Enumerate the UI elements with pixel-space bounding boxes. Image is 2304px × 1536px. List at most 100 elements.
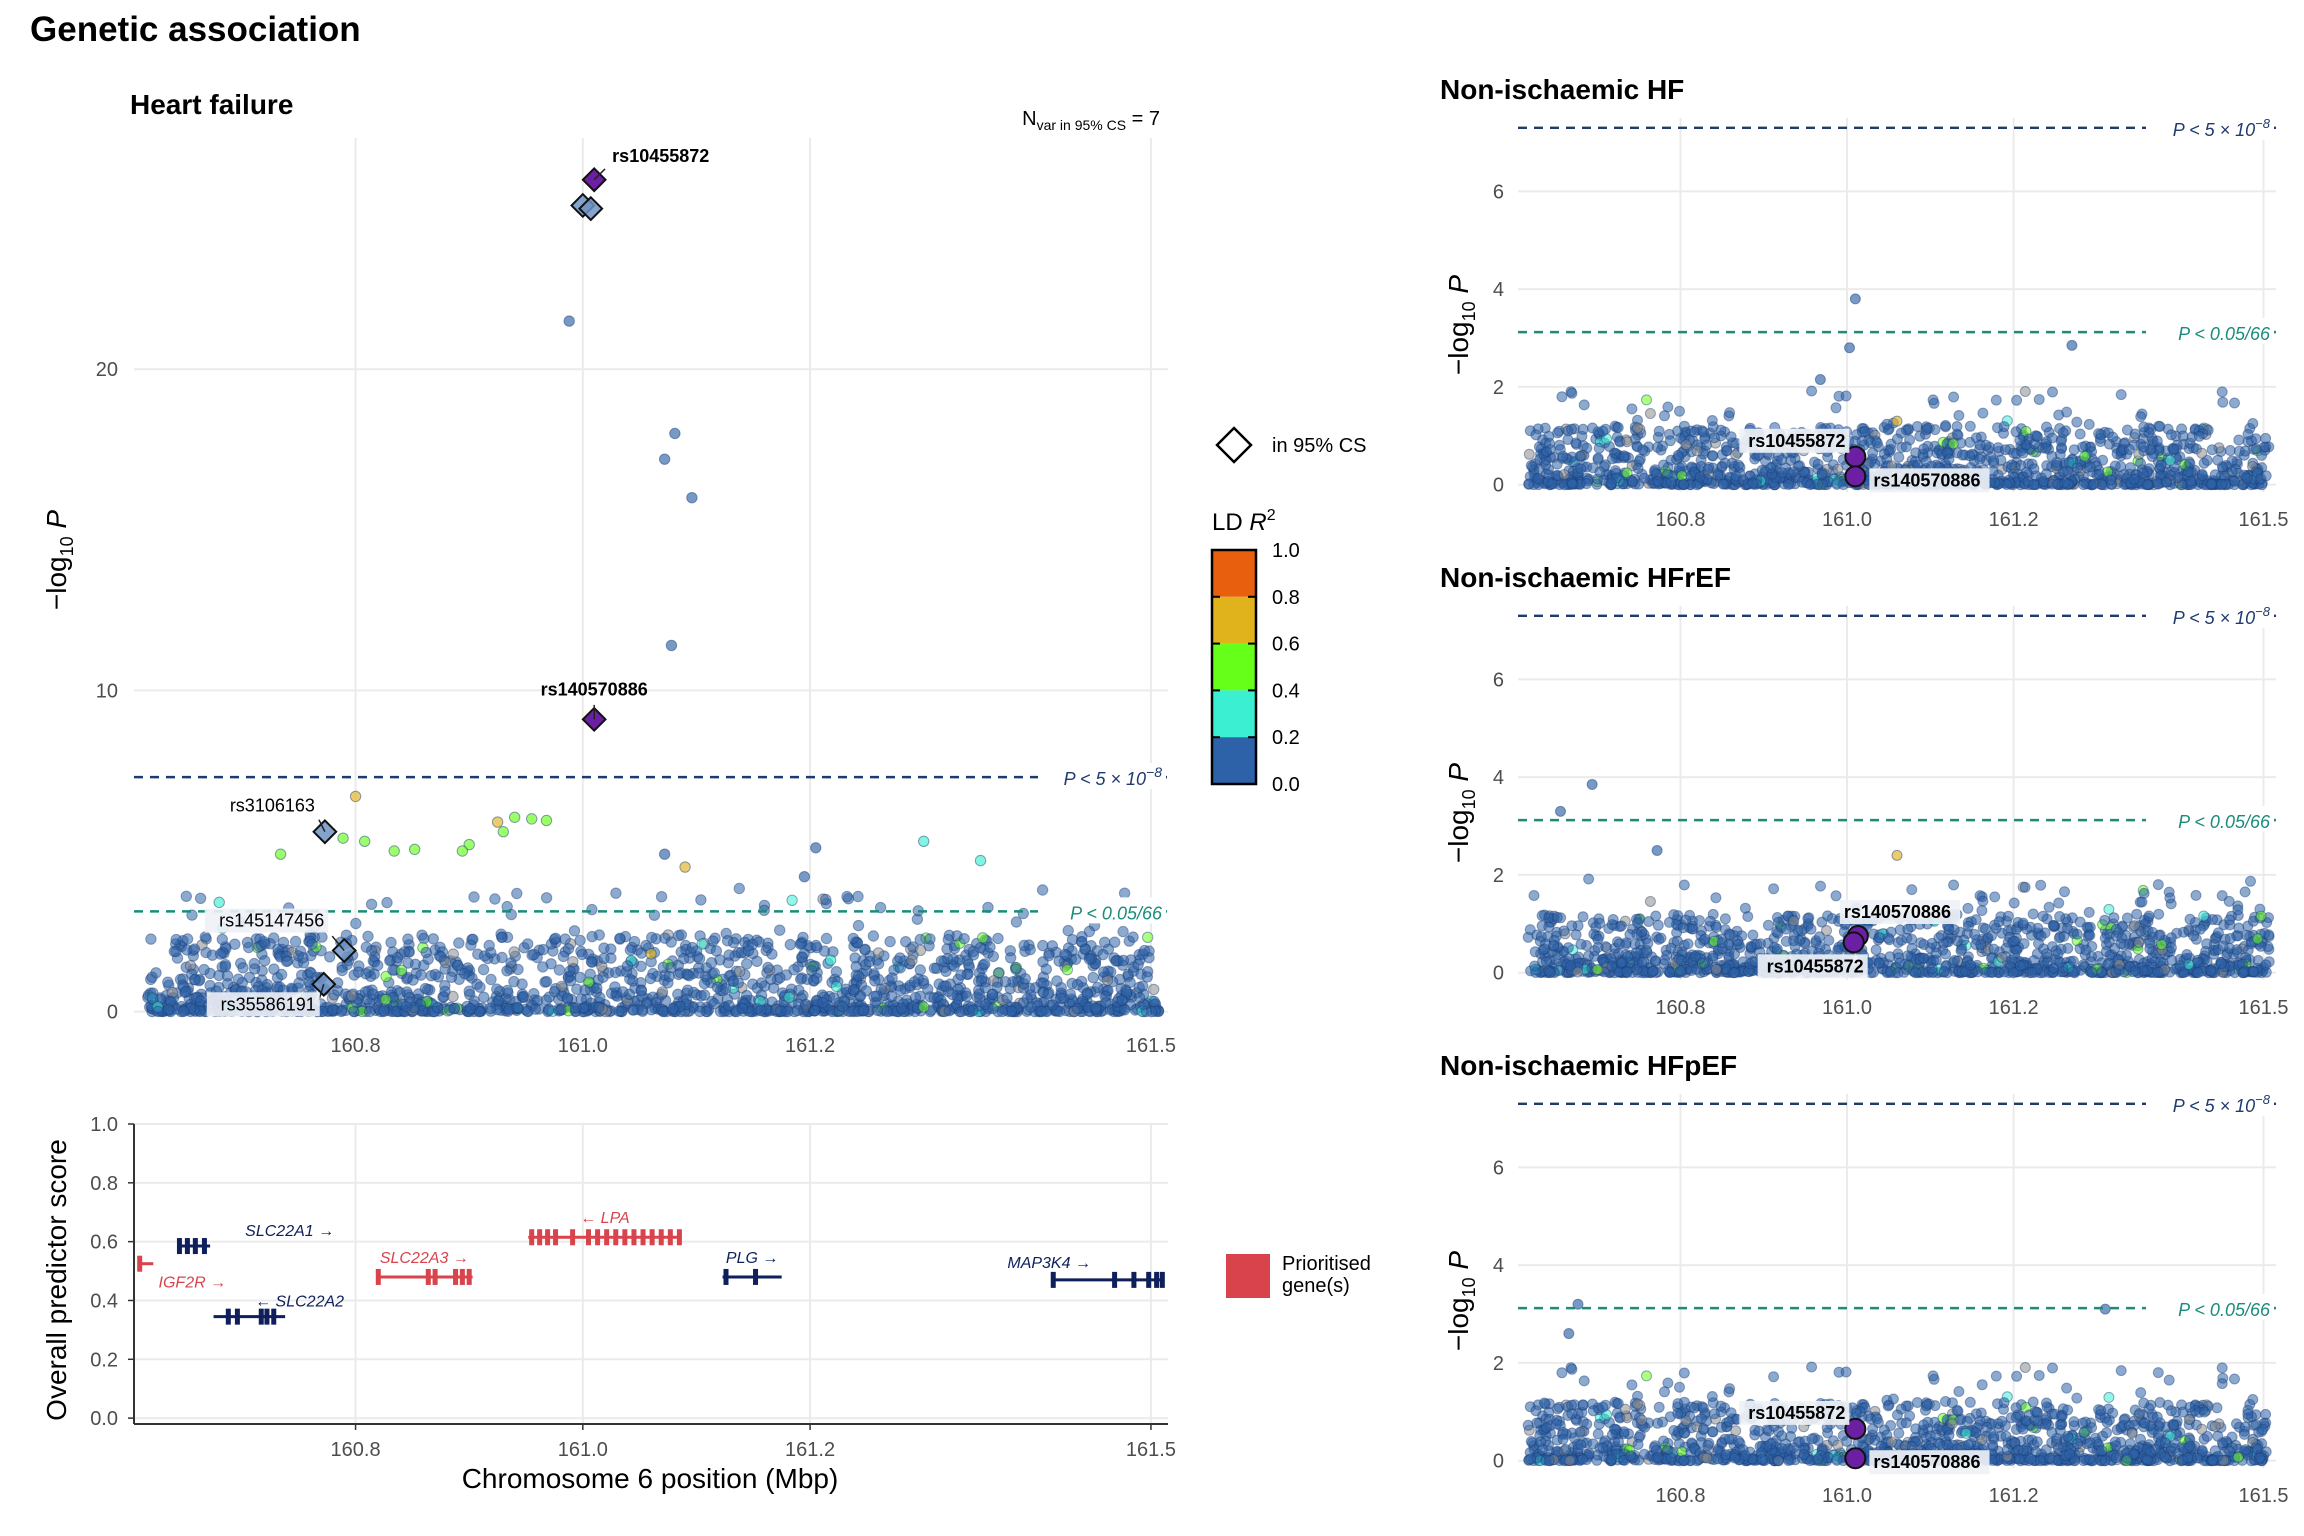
snp-point — [1626, 403, 1638, 415]
gene-exon — [553, 1229, 559, 1246]
snp-point — [2115, 938, 2127, 950]
snp-point — [511, 1001, 523, 1014]
snp-point — [2247, 418, 2259, 429]
snp-point — [1551, 911, 1563, 923]
snp-point — [1702, 463, 1714, 475]
snp-point — [1707, 450, 1719, 462]
threshold-label-exponent: −8 — [2255, 604, 2271, 619]
snp-point — [909, 991, 922, 1004]
snp-point — [1055, 992, 1067, 1004]
snp-point — [1001, 992, 1013, 1004]
x-tick-label: 161.5 — [1126, 1439, 1176, 1461]
snp-point — [1891, 849, 1903, 861]
snp-point — [1788, 915, 1800, 927]
snp-point — [2083, 906, 2095, 918]
gene-label: SLC22A1 → — [245, 1223, 334, 1240]
snp-point — [809, 1004, 821, 1017]
snp-point — [2048, 920, 2060, 932]
snp-point — [2043, 901, 2055, 913]
gene-exon — [595, 1229, 601, 1246]
snp-point — [1119, 1004, 1131, 1016]
snp-point — [512, 963, 524, 976]
snp-point — [1962, 920, 1974, 932]
snp-point — [2245, 875, 2256, 887]
snp-point — [733, 882, 745, 895]
snp-point — [1687, 923, 1699, 935]
gene-exon — [201, 1238, 207, 1255]
snp-point — [1591, 964, 1603, 976]
y-tick-label: 0 — [1493, 475, 1504, 497]
snp-point — [2055, 435, 2067, 447]
snp-point — [810, 939, 822, 952]
snp-point — [1976, 905, 1988, 916]
snp-point — [1578, 399, 1590, 411]
snp-point — [1018, 939, 1030, 952]
snp-point — [708, 998, 720, 1010]
snp-point — [784, 938, 796, 951]
snp-point — [665, 639, 678, 652]
snp-point — [528, 948, 540, 961]
snp-point — [1699, 933, 1711, 945]
snp-point — [682, 984, 694, 996]
snp-point — [293, 977, 305, 989]
snp-label: rs140570886 — [541, 679, 648, 699]
snp-point — [195, 995, 207, 1007]
snp-point — [1594, 917, 1606, 929]
snp-point — [2239, 886, 2251, 898]
snp-point — [871, 1004, 884, 1016]
snp-point — [2160, 476, 2172, 488]
snp-point — [2217, 396, 2229, 408]
snp-point — [2129, 428, 2141, 440]
snp-point — [2035, 879, 2047, 891]
snp-point — [2233, 434, 2245, 446]
snp-point — [1678, 479, 1689, 490]
snp-point — [2057, 962, 2069, 973]
snp-point — [1631, 928, 1643, 940]
gene-exon — [586, 1229, 592, 1246]
snp-point — [613, 1005, 625, 1017]
snp-point — [548, 986, 561, 998]
snp-point — [1525, 460, 1537, 471]
snp-point — [967, 945, 979, 957]
snp-point — [1100, 997, 1112, 1009]
snp-point — [1665, 942, 1677, 954]
snp-point — [1733, 459, 1744, 471]
nvar-annotation: Nvar in 95% CS = 7 — [1022, 108, 1160, 133]
snp-point — [1951, 428, 1963, 440]
snp-point — [686, 941, 699, 954]
snp-point — [1721, 445, 1733, 456]
y-tick-label: 4 — [1493, 279, 1504, 301]
snp-point — [858, 1005, 870, 1017]
snp-point — [996, 1005, 1008, 1018]
snp-point — [1575, 463, 1587, 475]
snp-point — [1990, 394, 2002, 406]
snp-point — [166, 986, 179, 999]
gene-exon — [658, 1229, 664, 1246]
snp-point — [1581, 478, 1593, 490]
snp-point — [243, 971, 256, 984]
snp-point — [1870, 944, 1882, 956]
snp-point — [478, 991, 490, 1003]
snp-point — [1658, 459, 1669, 471]
gene-exon — [432, 1268, 438, 1285]
snp-point — [723, 949, 735, 961]
snp-point — [1523, 448, 1535, 460]
snp-point — [2188, 930, 2199, 942]
snp-point — [1948, 879, 1960, 891]
gene-exon — [723, 1268, 729, 1285]
snp-point — [2206, 478, 2218, 490]
snp-point — [1025, 1001, 1037, 1013]
snp-point — [1005, 952, 1017, 964]
snp-point — [1529, 960, 1541, 972]
snp-point — [1918, 952, 1929, 964]
snp-point — [2059, 886, 2070, 898]
snp-point — [2153, 930, 2165, 942]
snp-point — [894, 952, 906, 964]
snp-point — [415, 969, 427, 981]
snp-point — [1087, 971, 1099, 984]
snp-point — [786, 894, 798, 906]
snp-point — [1719, 913, 1731, 925]
snp-point — [483, 939, 495, 952]
snp-point — [474, 981, 486, 993]
snp-point — [2115, 389, 2127, 401]
